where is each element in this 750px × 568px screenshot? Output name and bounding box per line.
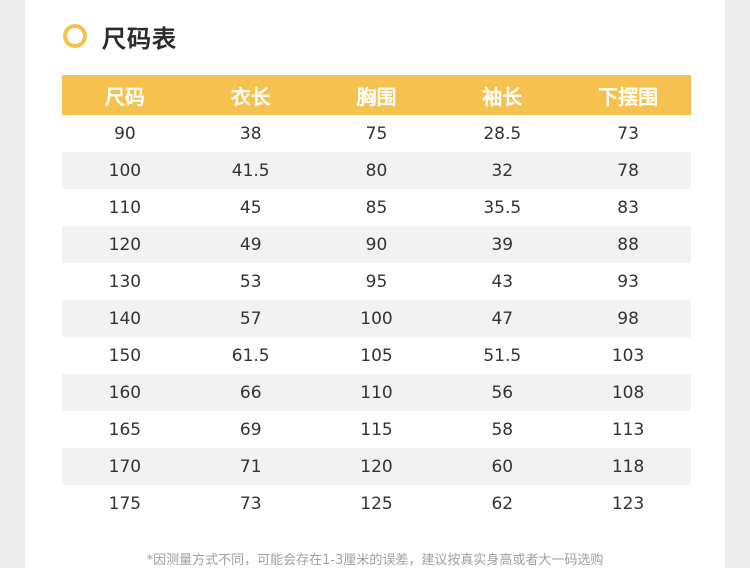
- cell-sleeve: 47: [439, 300, 566, 337]
- cell-chest: 100: [313, 300, 440, 337]
- table-row: 130 53 95 43 93: [62, 263, 691, 300]
- table-row: 170 71 120 60 118: [62, 448, 691, 485]
- cell-sleeve: 28.5: [439, 115, 566, 152]
- cell-chest: 80: [313, 152, 440, 189]
- cell-hem: 93: [565, 263, 691, 300]
- cell-size: 130: [62, 263, 188, 300]
- cell-length: 38: [187, 115, 314, 152]
- table-row: 140 57 100 47 98: [62, 300, 691, 337]
- cell-chest: 95: [313, 263, 440, 300]
- cell-chest: 120: [313, 448, 440, 485]
- cell-sleeve: 58: [439, 411, 566, 448]
- cell-sleeve: 56: [439, 374, 566, 411]
- cell-size: 165: [62, 411, 188, 448]
- table-header: 尺码 衣长 胸围 袖长 下摆围: [62, 75, 691, 115]
- cell-hem: 113: [565, 411, 691, 448]
- table-row: 165 69 115 58 113: [62, 411, 691, 448]
- cell-sleeve: 62: [439, 485, 566, 522]
- cell-chest: 115: [313, 411, 440, 448]
- cell-hem: 103: [565, 337, 691, 374]
- table-row: 150 61.5 105 51.5 103: [62, 337, 691, 374]
- header-length: 衣长: [187, 75, 314, 115]
- cell-sleeve: 43: [439, 263, 566, 300]
- cell-length: 53: [187, 263, 314, 300]
- cell-hem: 98: [565, 300, 691, 337]
- cell-size: 100: [62, 152, 188, 189]
- cell-hem: 88: [565, 226, 691, 263]
- measurement-note: *因测量方式不同，可能会存在1-3厘米的误差，建议按真实身高或者大一码选购: [146, 553, 604, 568]
- header-chest: 胸围: [313, 75, 440, 115]
- cell-size: 170: [62, 448, 188, 485]
- cell-chest: 90: [313, 226, 440, 263]
- cell-length: 69: [187, 411, 314, 448]
- table-row: 110 45 85 35.5 83: [62, 189, 691, 226]
- cell-size: 140: [62, 300, 188, 337]
- cell-chest: 125: [313, 485, 440, 522]
- cell-hem: 73: [565, 115, 691, 152]
- table-body: 90 38 75 28.5 73 100 41.5 80 32 78 110 4…: [62, 115, 691, 522]
- cell-hem: 123: [565, 485, 691, 522]
- cell-sleeve: 32: [439, 152, 566, 189]
- cell-chest: 110: [313, 374, 440, 411]
- cell-length: 45: [187, 189, 314, 226]
- cell-size: 175: [62, 485, 188, 522]
- table-row: 120 49 90 39 88: [62, 226, 691, 263]
- cell-size: 110: [62, 189, 188, 226]
- cell-length: 71: [187, 448, 314, 485]
- cell-chest: 85: [313, 189, 440, 226]
- cell-hem: 78: [565, 152, 691, 189]
- cell-length: 49: [187, 226, 314, 263]
- cell-length: 41.5: [187, 152, 314, 189]
- table-row: 175 73 125 62 123: [62, 485, 691, 522]
- cell-chest: 75: [313, 115, 440, 152]
- cell-size: 90: [62, 115, 188, 152]
- cell-length: 73: [187, 485, 314, 522]
- size-chart-card: 尺码表 尺码 衣长 胸围 袖长 下摆围 90 38 75 28.5 73 100…: [25, 0, 725, 568]
- header-row: 尺码 衣长 胸围 袖长 下摆围: [62, 75, 691, 115]
- size-table: 尺码 衣长 胸围 袖长 下摆围 90 38 75 28.5 73 100 41.…: [62, 75, 691, 522]
- section-heading: 尺码表: [63, 18, 177, 54]
- cell-size: 150: [62, 337, 188, 374]
- cell-sleeve: 51.5: [439, 337, 566, 374]
- table-row: 90 38 75 28.5 73: [62, 115, 691, 152]
- cell-sleeve: 60: [439, 448, 566, 485]
- header-hem: 下摆围: [565, 75, 691, 115]
- cell-length: 61.5: [187, 337, 314, 374]
- cell-hem: 83: [565, 189, 691, 226]
- table-row: 100 41.5 80 32 78: [62, 152, 691, 189]
- cell-chest: 105: [313, 337, 440, 374]
- cell-hem: 108: [565, 374, 691, 411]
- header-sleeve: 袖长: [439, 75, 566, 115]
- header-size: 尺码: [62, 75, 188, 115]
- cell-length: 66: [187, 374, 314, 411]
- cell-sleeve: 35.5: [439, 189, 566, 226]
- cell-hem: 118: [565, 448, 691, 485]
- cell-length: 57: [187, 300, 314, 337]
- circle-bullet-icon: [63, 24, 87, 48]
- cell-size: 120: [62, 226, 188, 263]
- cell-size: 160: [62, 374, 188, 411]
- page-title: 尺码表: [102, 24, 177, 53]
- cell-sleeve: 39: [439, 226, 566, 263]
- table-row: 160 66 110 56 108: [62, 374, 691, 411]
